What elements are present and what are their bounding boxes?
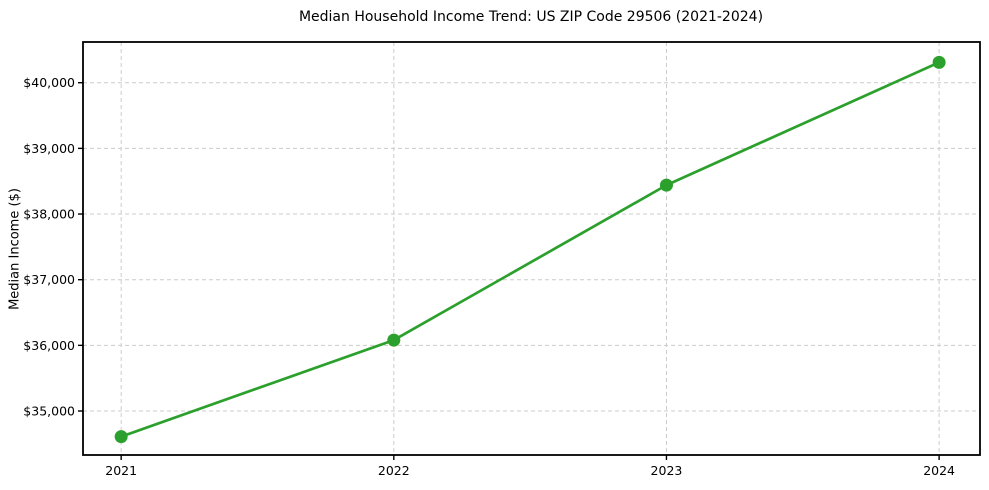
data-point-marker	[387, 333, 401, 347]
y-tick-label: $35,000	[23, 404, 75, 419]
y-tick-label: $36,000	[23, 338, 75, 353]
y-tick-label: $37,000	[23, 272, 75, 287]
x-tick-label: 2021	[105, 463, 137, 478]
data-point-marker	[932, 55, 946, 69]
chart-title: Median Household Income Trend: US ZIP Co…	[298, 9, 764, 25]
plot-border	[82, 41, 981, 456]
data-point-marker	[659, 178, 673, 192]
x-tick-label: 2022	[378, 463, 410, 478]
data-point-marker	[114, 430, 128, 444]
x-tick-label: 2023	[651, 463, 683, 478]
y-tick-label: $38,000	[23, 207, 75, 222]
y-tick-label: $40,000	[23, 75, 75, 90]
trend-line	[119, 61, 941, 438]
y-tick-label: $39,000	[23, 141, 75, 156]
x-tick-label: 2024	[923, 463, 955, 478]
